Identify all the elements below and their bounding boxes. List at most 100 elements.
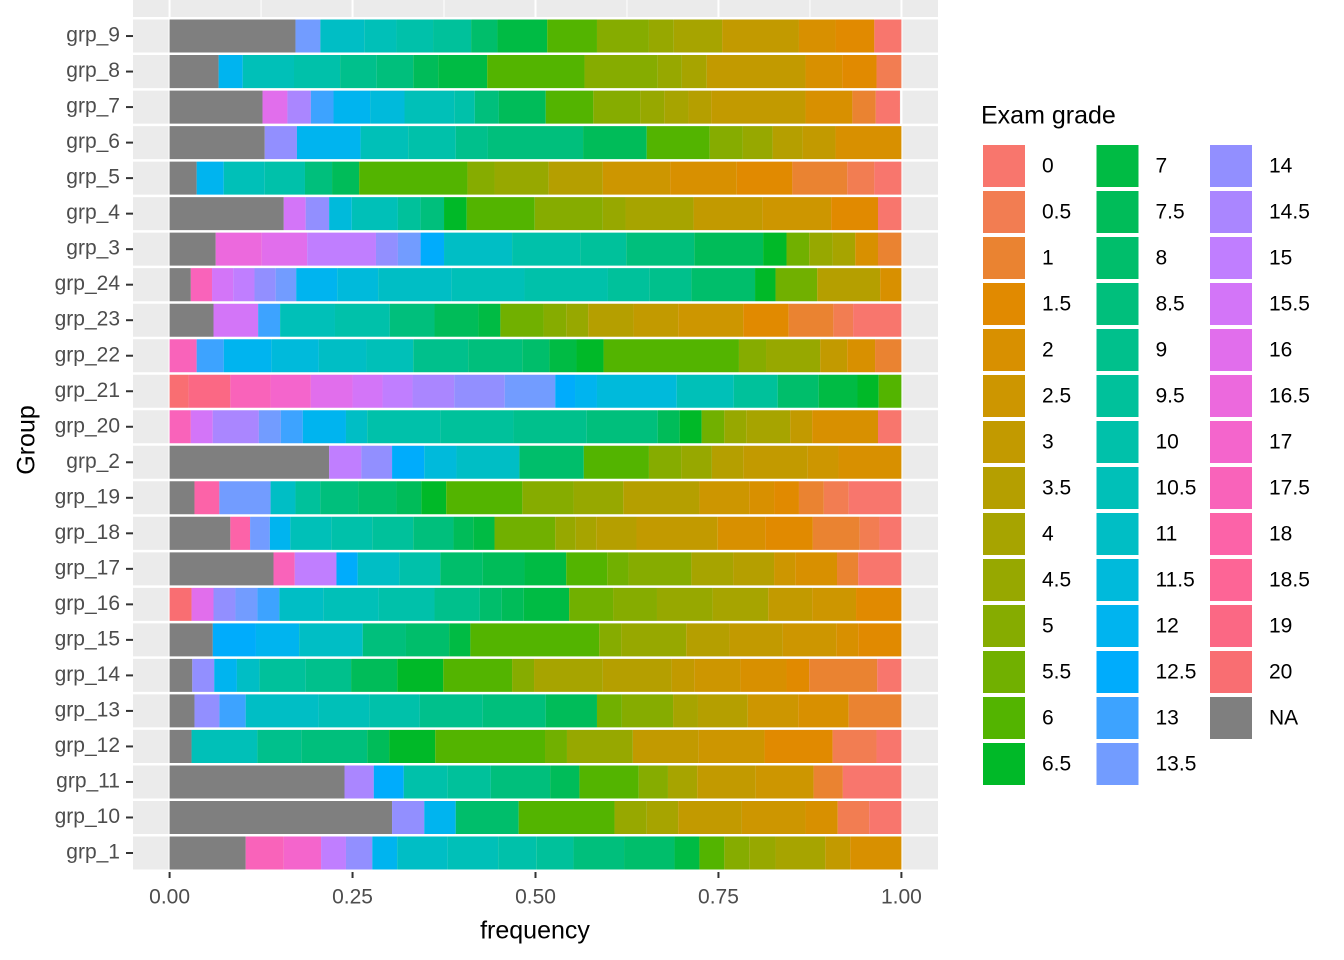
legend-key — [983, 559, 1025, 601]
bar-segment — [774, 480, 799, 516]
bar-segment — [566, 551, 608, 587]
bar-segment — [372, 835, 398, 871]
bar-segment — [367, 409, 441, 445]
bar-segment — [749, 835, 776, 871]
bar-segment — [667, 764, 698, 800]
legend-label: 11.5 — [1156, 569, 1195, 592]
bar-segment — [874, 18, 902, 54]
bar-segment — [802, 124, 836, 161]
bar-segment — [419, 693, 483, 729]
legend-label: 8 — [1156, 247, 1168, 270]
bar-segment — [449, 622, 471, 658]
bar-segment — [711, 89, 806, 125]
bar-segment — [169, 515, 231, 552]
bar-segment — [230, 373, 271, 409]
legend-label: 16 — [1269, 339, 1292, 362]
bar-segment — [403, 764, 448, 800]
bar-segment — [169, 124, 265, 161]
bar-segment — [214, 657, 237, 694]
bar-segment — [621, 693, 674, 729]
bar-segment — [250, 515, 270, 552]
bar-segment — [580, 231, 627, 267]
y-tick-label: grp_8 — [66, 59, 120, 82]
legend-key — [983, 283, 1025, 325]
legend-key — [1210, 421, 1252, 463]
bar-segment — [749, 480, 775, 516]
bar-segment — [859, 515, 880, 552]
bar-segment — [273, 551, 295, 587]
y-tick-label: grp_3 — [66, 237, 120, 260]
bar-segment — [169, 195, 284, 232]
legend-label: 16.5 — [1269, 385, 1310, 408]
bar-segment — [875, 337, 902, 374]
bar-segment — [522, 480, 574, 516]
legend-key — [1210, 513, 1252, 555]
bar-segment — [473, 515, 495, 552]
bar-segment — [269, 515, 291, 552]
bar-segment — [512, 657, 535, 694]
bar-segment — [717, 515, 766, 552]
bar-segment — [820, 337, 848, 374]
bar-segment — [444, 195, 467, 232]
bar-segment — [632, 728, 699, 765]
bar-segment — [223, 160, 265, 196]
x-axis-title: frequency — [480, 917, 590, 945]
bar-segment — [413, 53, 439, 90]
bar-segment — [656, 586, 713, 623]
legend-key — [1096, 697, 1139, 739]
bar-segment — [549, 337, 577, 374]
bar-segment — [855, 231, 878, 267]
bar-segment — [169, 799, 393, 836]
bar-segment — [196, 337, 224, 374]
bar-segment — [579, 764, 639, 800]
bar-segment — [500, 302, 544, 338]
legend-key — [1096, 237, 1139, 279]
bar-segment — [169, 657, 193, 694]
bar-segment — [543, 302, 567, 338]
bar-segment — [192, 657, 215, 694]
bar-segment — [842, 53, 877, 90]
y-tick-label: grp_9 — [66, 24, 120, 47]
bar-segment — [698, 728, 765, 765]
y-tick-label: grp_6 — [66, 130, 120, 153]
bar-segment — [678, 799, 742, 836]
legend-key — [1096, 605, 1139, 647]
bar-segment — [874, 160, 902, 196]
bar-segment — [823, 480, 849, 516]
bar-segment — [257, 728, 302, 765]
y-tick-label: grp_19 — [55, 485, 120, 508]
legend-label: 5.5 — [1042, 661, 1071, 684]
bar-segment — [294, 551, 337, 587]
bar-segment — [765, 515, 813, 552]
legend-label: 12.5 — [1156, 661, 1197, 684]
bar-segment — [838, 444, 902, 481]
bar-segment — [404, 89, 455, 125]
bar-segment — [294, 53, 341, 90]
bar-segment — [775, 835, 826, 871]
legend-key — [1096, 743, 1139, 785]
bar-segment — [782, 622, 837, 658]
bar-segment — [573, 835, 625, 871]
y-tick-label: grp_22 — [55, 343, 120, 366]
y-tick-label: grp_2 — [66, 450, 120, 473]
bar-segment — [219, 480, 271, 516]
bar-segment — [681, 444, 712, 481]
x-tick-label: 0.25 — [332, 886, 373, 909]
bar-segment — [434, 302, 479, 338]
x-tick-label: 0.00 — [149, 886, 190, 909]
bar-segment — [763, 231, 787, 267]
bar-segment — [711, 444, 744, 481]
legend-key — [983, 191, 1025, 233]
bar-segment — [413, 337, 469, 374]
bar-segment — [447, 764, 491, 800]
legend-key — [1096, 559, 1139, 601]
legend-label: 9 — [1156, 339, 1168, 362]
bar-segment — [877, 409, 902, 445]
bar-segment — [575, 515, 597, 552]
bar-segment — [755, 764, 814, 800]
bar-segment — [628, 551, 692, 587]
bar-segment — [169, 53, 219, 90]
bar-segment — [766, 337, 821, 374]
bar-segment — [435, 728, 546, 765]
bar-segment — [454, 89, 475, 125]
